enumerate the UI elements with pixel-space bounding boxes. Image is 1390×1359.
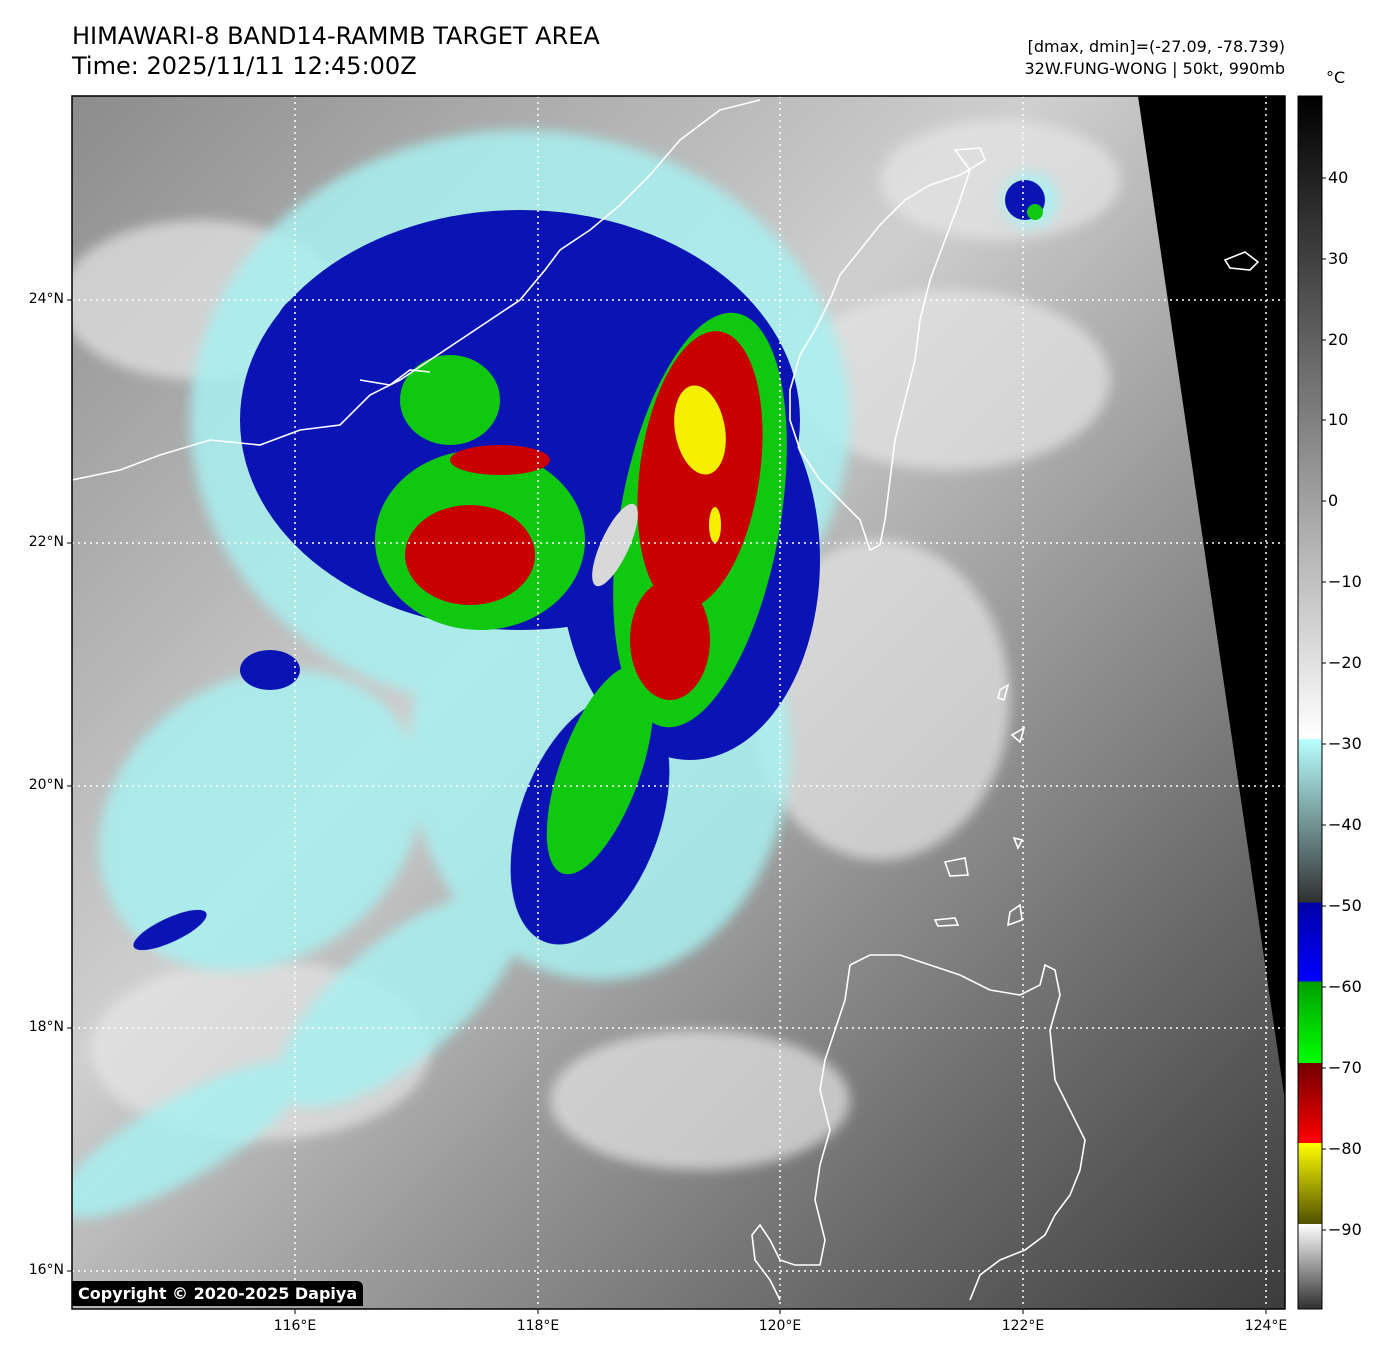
colorbar-label: −10 — [1328, 572, 1362, 591]
graticule — [72, 96, 1285, 1309]
data-range-label: [dmax, dmin]=(-27.09, -78.739) — [1027, 37, 1285, 56]
storm-eye — [592, 503, 638, 587]
axis-ticks — [67, 299, 1267, 1314]
colorbar-unit: °C — [1326, 68, 1346, 87]
colorbar-label: −50 — [1328, 896, 1362, 915]
copyright-badge: Copyright © 2020-2025 Dapiya — [72, 1281, 364, 1306]
colorbar-label: −30 — [1328, 734, 1362, 753]
coastlines — [72, 99, 1260, 1301]
map-title: HIMAWARI-8 BAND14-RAMMB TARGET AREA — [72, 22, 600, 50]
map-frame — [71, 95, 1286, 1310]
colorbar-ticks — [1322, 177, 1326, 1231]
lat-label-18n: 18°N — [28, 1019, 64, 1035]
lat-label-22n: 22°N — [28, 534, 64, 550]
lat-label-16n: 16°N — [28, 1262, 64, 1278]
lat-label-24n: 24°N — [28, 291, 64, 307]
map-timestamp: Time: 2025/11/11 12:45:00Z — [72, 52, 417, 80]
lat-label-20n: 20°N — [28, 777, 64, 793]
colorbar-label: −60 — [1328, 977, 1362, 996]
colorbar-label: −80 — [1328, 1139, 1362, 1158]
storm-info-label: 32W.FUNG-WONG | 50kt, 990mb — [1024, 59, 1285, 78]
lon-label-118e: 118°E — [516, 1318, 560, 1334]
colorbar-label: −20 — [1328, 653, 1362, 672]
lon-label-124e: 124°E — [1244, 1318, 1288, 1334]
colorbar-label: −70 — [1328, 1058, 1362, 1077]
colorbar — [1297, 95, 1323, 1310]
space-area — [1138, 96, 1285, 1101]
colorbar-label: −90 — [1328, 1220, 1362, 1239]
yellow-coldest-tops — [674, 385, 726, 543]
lon-label-120e: 120°E — [758, 1318, 802, 1334]
colorbar-label: −40 — [1328, 815, 1362, 834]
colorbar-label: 0 — [1328, 491, 1339, 510]
colorbar-label: 40 — [1328, 168, 1349, 187]
lon-label-122e: 122°E — [1001, 1318, 1045, 1334]
lon-label-116e: 116°E — [273, 1318, 317, 1334]
colorbar-label: 20 — [1328, 330, 1349, 349]
colorbar-label: 10 — [1328, 410, 1349, 429]
colorbar-label: 30 — [1328, 249, 1349, 268]
